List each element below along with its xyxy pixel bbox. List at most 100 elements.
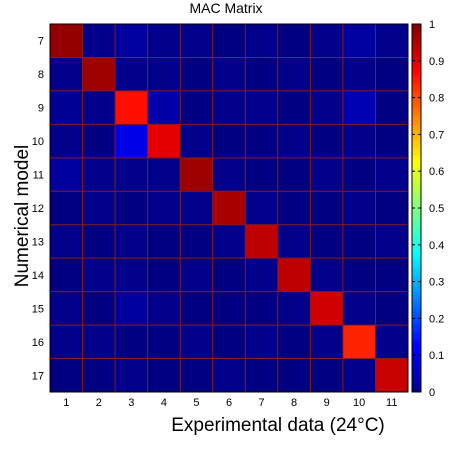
heatmap-cell	[342, 90, 376, 125]
heatmap-cell	[115, 325, 149, 360]
heatmap-cell	[277, 358, 311, 393]
heatmap-cell	[342, 24, 376, 58]
heatmap-cell	[180, 157, 214, 192]
heatmap-cell	[310, 325, 344, 360]
x-tick-label: 2	[96, 397, 102, 409]
heatmap-cell	[180, 258, 214, 293]
heatmap-cell	[180, 24, 214, 58]
x-axis-title: Experimental data (24°C)	[171, 415, 385, 436]
x-tick-label: 7	[258, 397, 264, 409]
heatmap-cell	[342, 191, 376, 226]
heatmap-cell	[277, 90, 311, 125]
heatmap-cell	[245, 57, 279, 92]
heatmap-cell	[115, 57, 149, 92]
y-tick-label: 7	[38, 36, 44, 48]
heatmap-cell	[310, 124, 344, 159]
y-tick-label: 14	[32, 270, 44, 282]
colorbar-tick-label: 0.2	[429, 313, 444, 325]
heatmap-cell	[50, 191, 84, 226]
heatmap-cell	[147, 291, 181, 326]
heatmap-cell	[50, 258, 84, 293]
colorbar-tick-label: 0.1	[429, 350, 444, 362]
heatmap-cell	[310, 57, 344, 92]
heatmap-cell	[180, 358, 214, 393]
heatmap-cell	[82, 24, 116, 58]
heatmap-cell	[115, 90, 149, 125]
heatmap-cell	[277, 191, 311, 226]
heatmap-cell	[115, 224, 149, 259]
heatmap-cell	[342, 157, 376, 192]
heatmap-cell	[375, 258, 409, 293]
heatmap-cell	[115, 24, 149, 58]
heatmap-cell	[212, 24, 246, 58]
colorbar-tick-label: 0.6	[429, 166, 444, 178]
y-tick-labels: 7 8 9 10 11 12 13 14 15 16 17	[32, 36, 44, 383]
heatmap-cell	[82, 157, 116, 192]
x-tick-label: 5	[193, 397, 199, 409]
colorbar-tick-label: 1	[429, 19, 435, 31]
heatmap-cell	[82, 224, 116, 259]
heatmap-cell	[245, 157, 279, 192]
heatmap-cell	[180, 90, 214, 125]
heatmap-cell	[277, 224, 311, 259]
heatmap-cell	[82, 90, 116, 125]
colorbar-tick-label: 0.4	[429, 240, 444, 252]
heatmap-cell	[50, 358, 84, 393]
heatmap-cell	[180, 57, 214, 92]
heatmap-cell	[310, 24, 344, 58]
heatmap-cell	[310, 258, 344, 293]
colorbar-tick-label: 0.3	[429, 277, 444, 289]
heatmap-cell	[342, 57, 376, 92]
x-tick-label: 4	[161, 397, 167, 409]
heatmap-cell	[180, 325, 214, 360]
heatmap-cell	[212, 291, 246, 326]
heatmap-cell	[375, 157, 409, 192]
y-tick-label: 15	[32, 303, 44, 315]
heatmap-cell	[115, 291, 149, 326]
heatmap-cell	[375, 191, 409, 226]
heatmap-cell	[342, 291, 376, 326]
colorbar-tick-label: 0.7	[429, 129, 444, 141]
colorbar-tick-label: 0	[429, 387, 435, 399]
heatmap-cell	[147, 224, 181, 259]
heatmap-cell	[245, 24, 279, 58]
heatmap-cell	[147, 90, 181, 125]
heatmap-cell	[375, 325, 409, 360]
heatmap-cell	[147, 191, 181, 226]
heatmap-cell	[277, 258, 311, 293]
heatmap-cell	[375, 90, 409, 125]
heatmap-cell	[342, 358, 376, 393]
y-tick-label: 10	[32, 136, 44, 148]
heatmap-cell	[50, 291, 84, 326]
x-tick-label: 9	[324, 397, 330, 409]
y-tick-label: 12	[32, 203, 44, 215]
heatmap-cell	[310, 358, 344, 393]
heatmap-cell	[375, 57, 409, 92]
y-tick-label: 9	[38, 103, 44, 115]
heatmap-cell	[277, 157, 311, 192]
heatmap-cell	[82, 325, 116, 360]
heatmap-cell	[50, 157, 84, 192]
heatmap-cell	[212, 224, 246, 259]
heatmap-cell	[50, 325, 84, 360]
heatmap-cell	[147, 358, 181, 393]
colorbar-tick-label: 0.8	[429, 93, 444, 105]
chart-title: MAC Matrix	[189, 0, 262, 16]
heatmap-cell	[212, 258, 246, 293]
heatmap-cell	[212, 124, 246, 159]
heatmap-cell	[115, 358, 149, 393]
heatmap-cell	[115, 124, 149, 159]
x-tick-label: 1	[63, 397, 69, 409]
heatmap-cell	[245, 124, 279, 159]
plot-frame	[49, 23, 409, 393]
heatmap-cell	[375, 24, 409, 58]
colorbar-tick-label: 0.9	[429, 56, 444, 68]
heatmap-cell	[342, 124, 376, 159]
heatmap-cell	[342, 325, 376, 360]
heatmap-cell	[375, 358, 409, 393]
x-tick-label: 6	[226, 397, 232, 409]
heatmap-cell	[180, 124, 214, 159]
heatmap-cell	[147, 24, 181, 58]
heatmap-cell	[212, 90, 246, 125]
